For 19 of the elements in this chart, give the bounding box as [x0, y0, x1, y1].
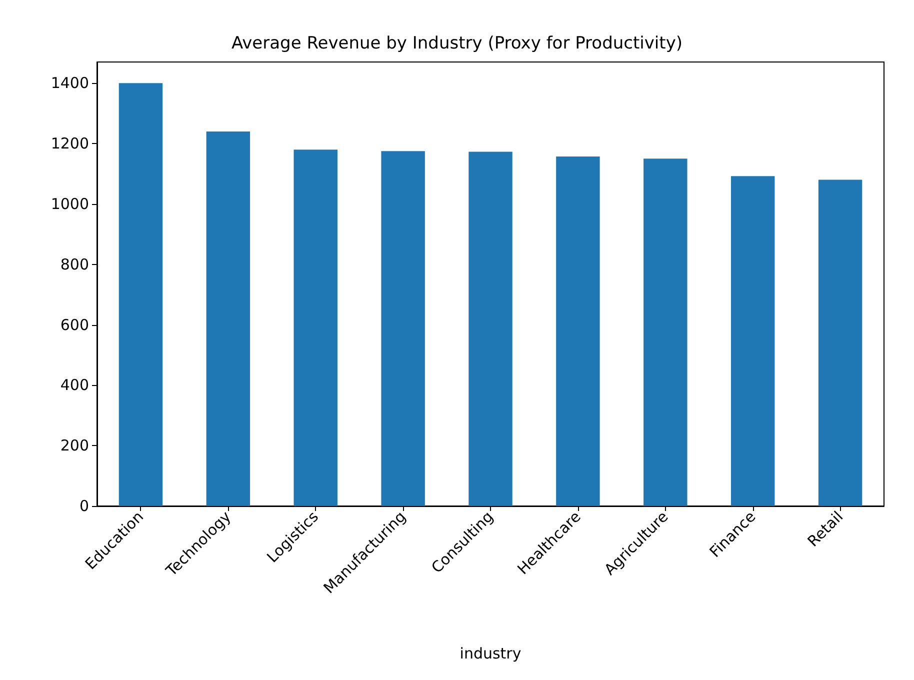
- x-axis-title: industry: [460, 644, 522, 662]
- bar: [818, 180, 862, 506]
- bar: [556, 156, 600, 506]
- chart-title: Average Revenue by Industry (Proxy for Productivity): [231, 34, 683, 54]
- y-tick-label: 1200: [50, 134, 89, 153]
- y-tick-label: 0: [79, 497, 89, 515]
- bar: [644, 158, 688, 506]
- y-tick-label: 400: [60, 376, 89, 394]
- y-tick-label: 200: [60, 436, 89, 455]
- y-tick-label: 1400: [50, 74, 89, 92]
- bar: [294, 150, 338, 506]
- bar: [118, 83, 163, 506]
- bar: [468, 152, 512, 506]
- bar: [381, 151, 425, 506]
- y-tick-label: 800: [60, 255, 89, 274]
- y-tick-label: 600: [60, 316, 89, 334]
- y-tick-label: 1000: [50, 194, 89, 213]
- bar: [206, 131, 250, 506]
- bar: [730, 176, 775, 506]
